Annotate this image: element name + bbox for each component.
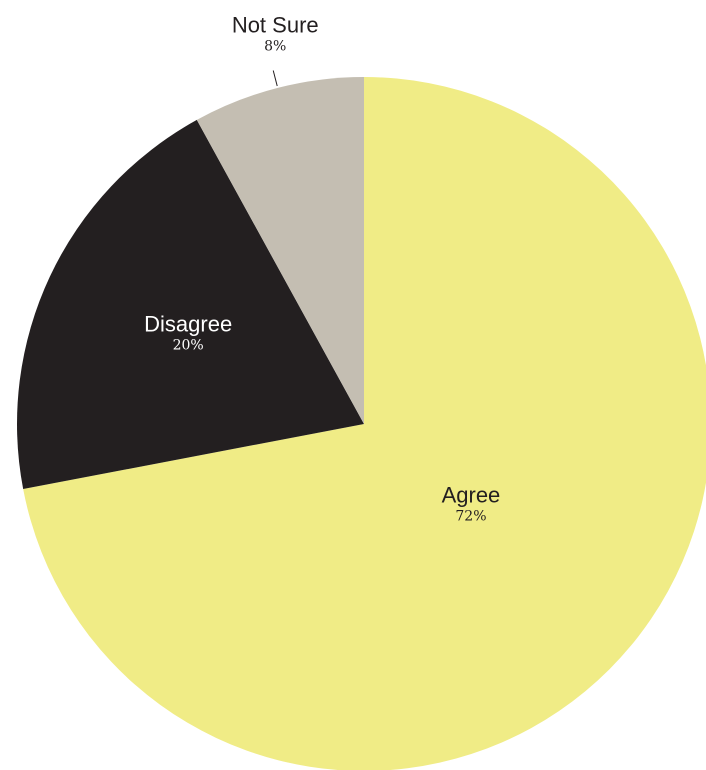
pie-slice-disagree — [17, 119, 365, 490]
slice-value-disagree: 20% — [173, 337, 204, 353]
slice-value-not-sure: 8% — [264, 38, 286, 54]
pie-slice-not-sure — [196, 77, 364, 424]
slice-label-agree: Agree — [442, 482, 501, 507]
leader-line-not-sure — [272, 70, 278, 87]
pie-slice-agree — [23, 77, 706, 770]
pie-slices — [17, 77, 706, 770]
slice-label-not-sure: Not Sure — [232, 12, 319, 37]
slice-value-agree: 72% — [455, 508, 486, 524]
slice-label-disagree: Disagree — [144, 311, 232, 336]
